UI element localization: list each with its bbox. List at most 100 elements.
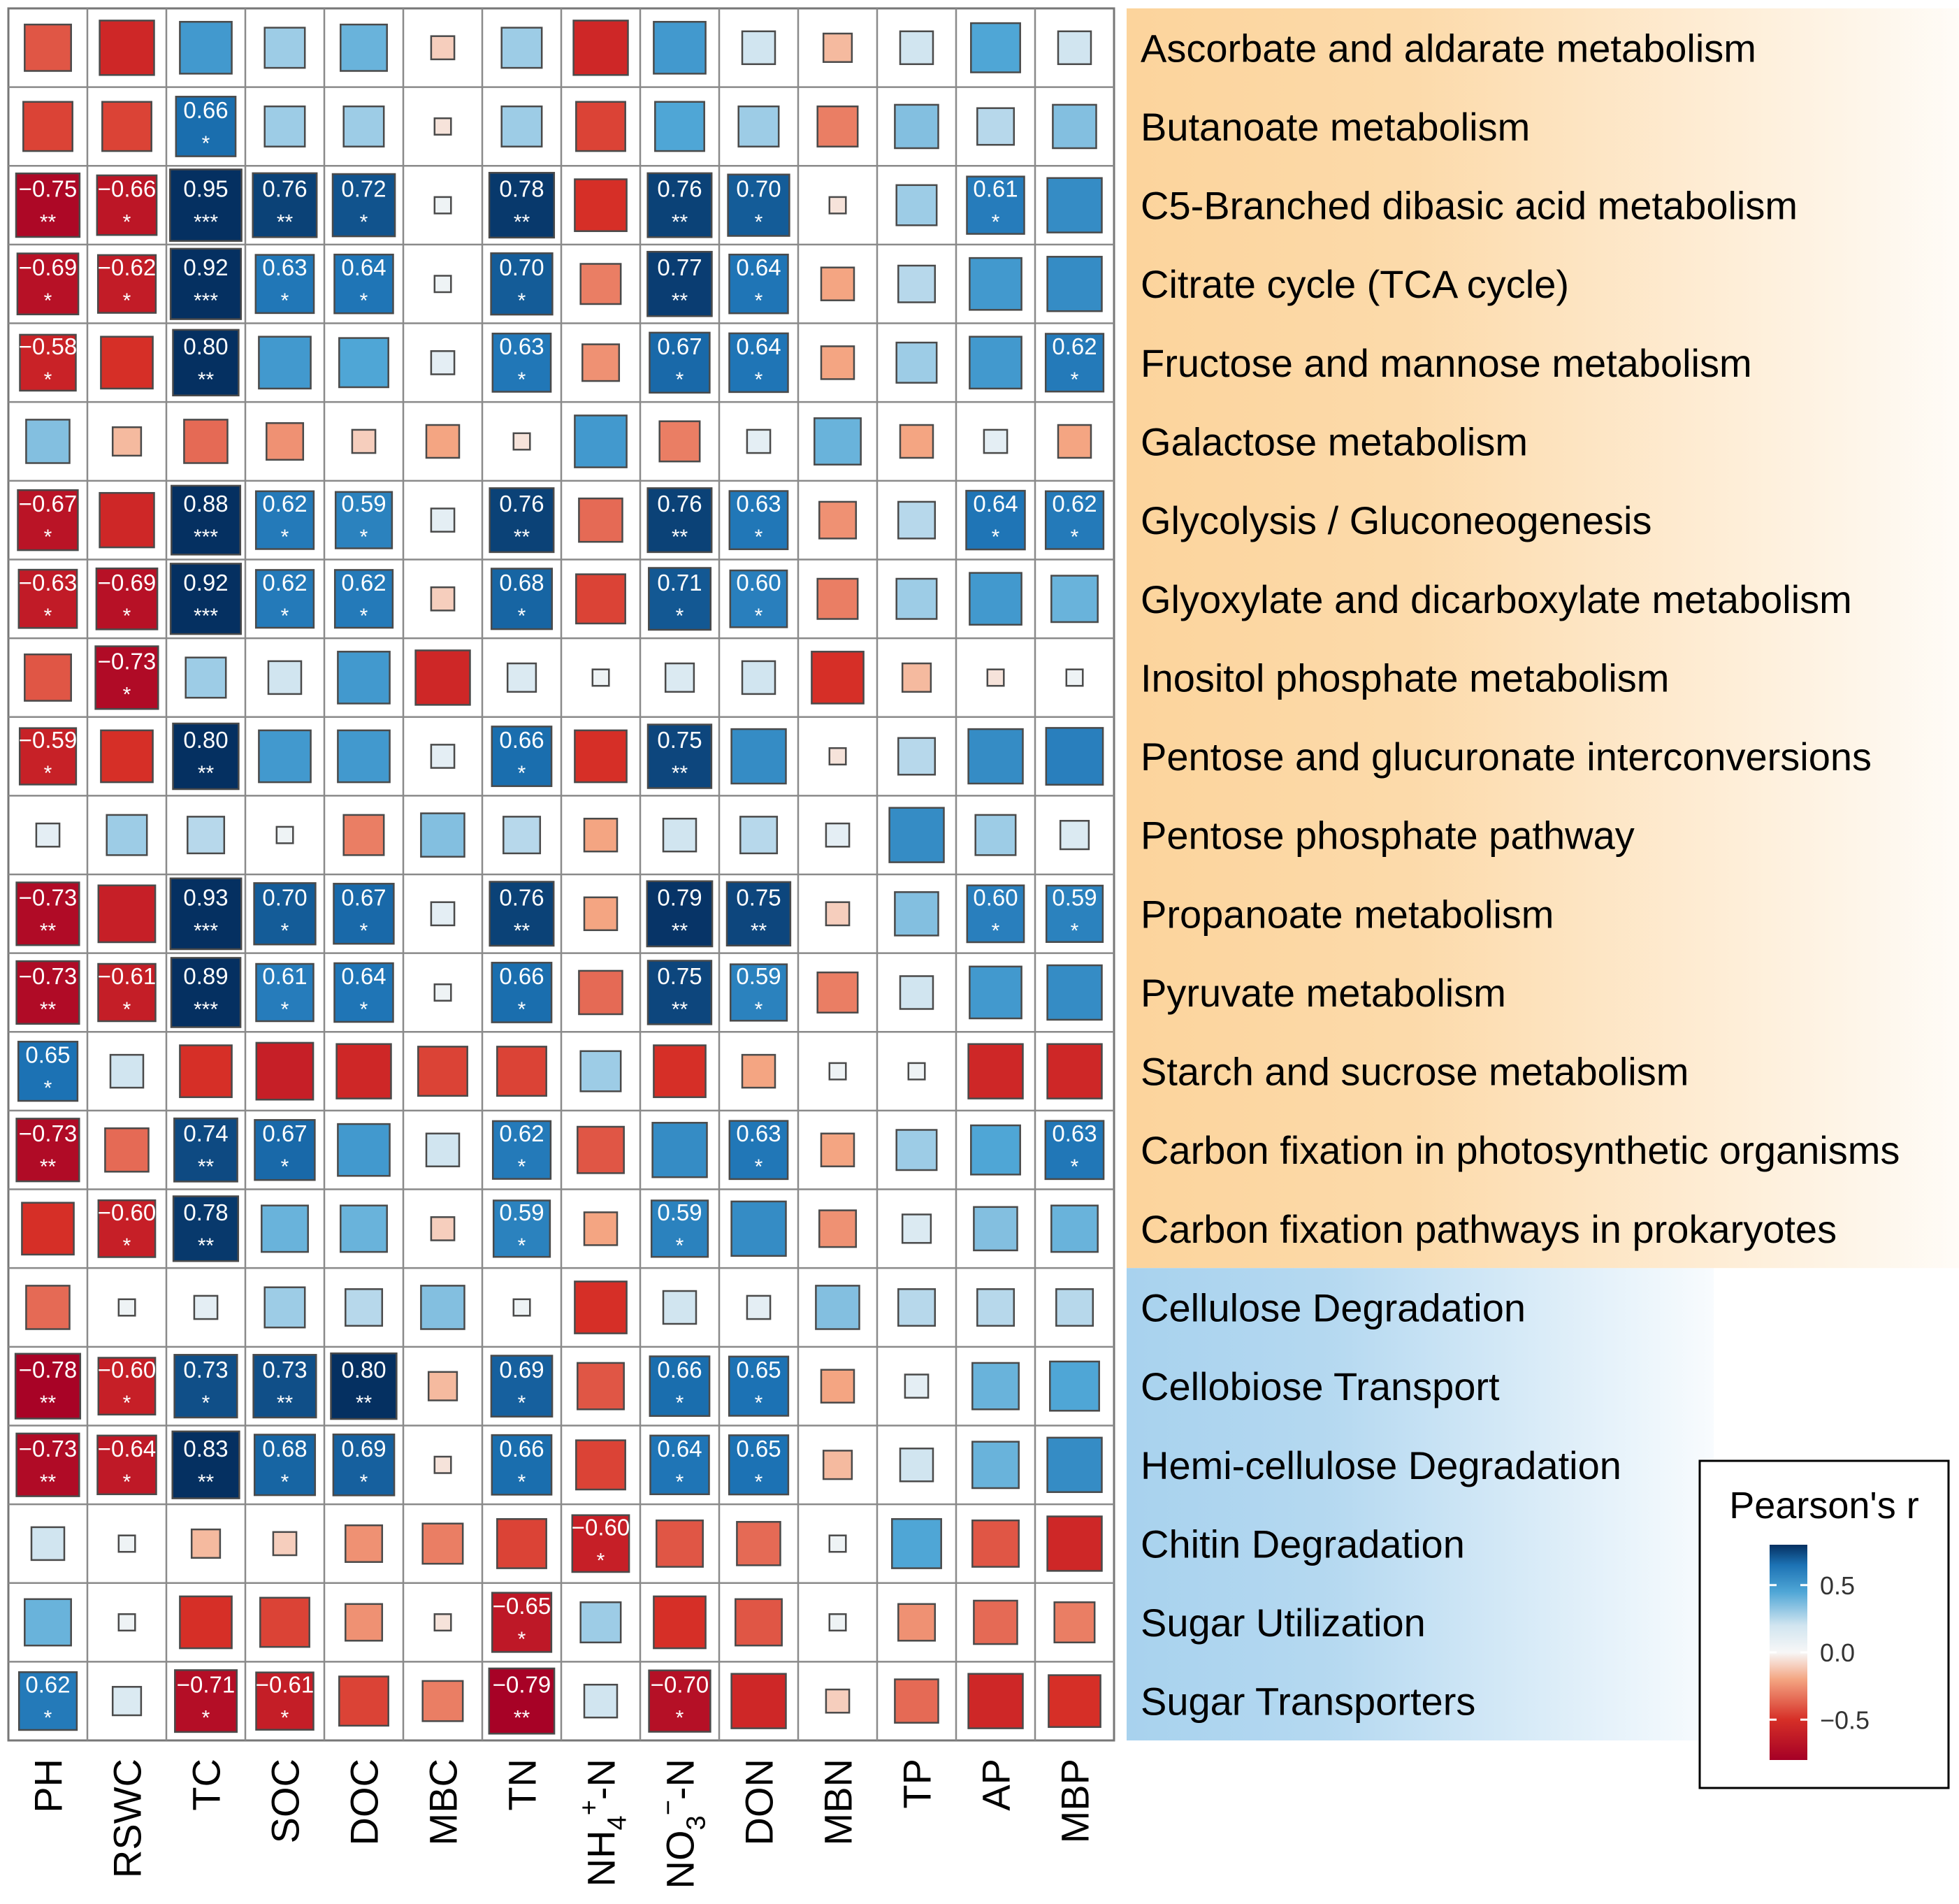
cell-significance-label: *	[676, 605, 684, 628]
cell-significance-label: *	[360, 289, 368, 312]
row-label: Cellulose Degradation	[1141, 1286, 1526, 1330]
cell-value-label: −0.67	[19, 491, 78, 517]
heatmap-cell	[340, 23, 388, 72]
heatmap-cell	[583, 817, 619, 853]
cell-significance-label: *	[281, 605, 289, 628]
cell-value-label: 0.88	[183, 491, 228, 517]
heatmap-cell	[96, 254, 157, 314]
cell-value-label: 0.68	[499, 570, 544, 596]
heatmap-cell	[899, 424, 934, 459]
row-label: Pyruvate metabolism	[1141, 971, 1506, 1015]
heatmap-cell	[100, 336, 154, 390]
heatmap-cell	[1057, 30, 1092, 66]
cell-significance-label: *	[202, 1707, 210, 1730]
heatmap-cell	[820, 1369, 855, 1404]
heatmap-cell	[255, 1041, 315, 1101]
cell-significance-label: **	[40, 1471, 57, 1494]
heatmap-cell	[333, 883, 395, 945]
heatmap-cell	[895, 341, 938, 384]
cell-significance-label: **	[356, 1392, 373, 1415]
heatmap-cell	[512, 432, 531, 451]
heatmap-cell	[430, 507, 456, 533]
heatmap-cell	[1046, 177, 1103, 233]
row-label: Fructose and mannose metabolism	[1141, 341, 1752, 385]
heatmap-cell	[899, 1448, 934, 1483]
cell-value-label: 0.62	[1052, 491, 1097, 517]
heatmap-cell	[728, 490, 789, 551]
cell-significance-label: *	[676, 1234, 684, 1257]
heatmap-cell	[351, 428, 377, 454]
row-label: Inositol phosphate metabolism	[1141, 656, 1669, 700]
heatmap-cell	[253, 1434, 317, 1496]
cell-significance-label: *	[123, 683, 131, 706]
cell-significance-label: *	[44, 289, 52, 312]
heatmap-cell	[649, 1434, 710, 1496]
cell-value-label: 0.63	[1052, 1120, 1097, 1146]
cell-value-label: 0.66	[499, 727, 544, 753]
heatmap-cell	[662, 1290, 697, 1325]
heatmap-cell	[891, 1517, 942, 1569]
heatmap-cell	[970, 1124, 1021, 1176]
heatmap-cell	[967, 728, 1024, 785]
heatmap-cell	[430, 350, 456, 375]
heatmap-cell	[899, 975, 934, 1010]
heatmap-cell	[654, 101, 705, 152]
cell-significance-label: *	[44, 1707, 52, 1730]
heatmap-cell	[1044, 490, 1105, 550]
heatmap-cell	[828, 747, 847, 766]
heatmap-cell	[578, 497, 623, 543]
heatmap-cell	[579, 1050, 622, 1092]
heatmap-cell	[15, 960, 80, 1025]
heatmap-cell	[421, 1522, 464, 1565]
column-label: DON	[737, 1759, 781, 1845]
heatmap-cell	[650, 1199, 709, 1258]
cell-value-label: 0.64	[657, 1436, 702, 1462]
heatmap-cell	[581, 343, 621, 382]
heatmap-cell	[1059, 820, 1090, 851]
column-label: MBP	[1053, 1759, 1097, 1843]
heatmap-cell	[488, 1667, 556, 1735]
heatmap-cell	[828, 1613, 847, 1632]
column-label: PH	[27, 1759, 71, 1813]
cell-value-label: 0.60	[973, 884, 1018, 910]
row-label: Glycolysis / Gluconeogenesis	[1141, 498, 1651, 542]
heatmap-cell	[574, 729, 628, 784]
heatmap-cell	[820, 345, 855, 380]
legend-tick-label: 0.0	[1820, 1638, 1855, 1667]
cell-significance-label: ***	[194, 289, 218, 312]
legend-box	[1698, 1459, 1950, 1789]
heatmap-cell	[266, 422, 305, 461]
cell-significance-label: *	[44, 368, 52, 391]
cell-significance-label: **	[751, 919, 767, 942]
heatmap-cell	[99, 20, 155, 76]
heatmap-cell	[496, 1046, 547, 1097]
heatmap-cell	[331, 173, 396, 238]
cell-value-label: 0.67	[657, 333, 702, 359]
heatmap-cell	[649, 1355, 711, 1418]
cell-significance-label: *	[281, 1155, 289, 1178]
heatmap-cell	[1048, 1674, 1101, 1729]
cell-significance-label: *	[755, 605, 763, 628]
heatmap-cell	[907, 1062, 926, 1081]
cell-value-label: −0.62	[98, 254, 157, 280]
heatmap-cell	[646, 723, 713, 789]
column-label: NO3−-N	[654, 1759, 711, 1889]
cell-value-label: 0.60	[736, 570, 781, 596]
heatmap-cell	[825, 1688, 851, 1714]
cell-significance-label: **	[40, 998, 57, 1021]
cell-significance-label: **	[672, 919, 688, 942]
heatmap-cell	[971, 1441, 1020, 1490]
heatmap-cell	[179, 20, 233, 75]
heatmap-cell	[430, 901, 456, 927]
cell-significance-label: *	[676, 1471, 684, 1494]
cell-significance-label: *	[281, 1707, 289, 1730]
cell-significance-label: *	[518, 762, 526, 785]
heatmap-cell	[117, 1613, 136, 1632]
heatmap-cell	[21, 1202, 75, 1256]
heatmap-cell	[433, 196, 452, 215]
heatmap-cell	[185, 656, 227, 699]
heatmap-cell	[579, 1601, 622, 1644]
heatmap-cell	[489, 487, 555, 554]
cell-value-label: 0.72	[341, 176, 386, 202]
